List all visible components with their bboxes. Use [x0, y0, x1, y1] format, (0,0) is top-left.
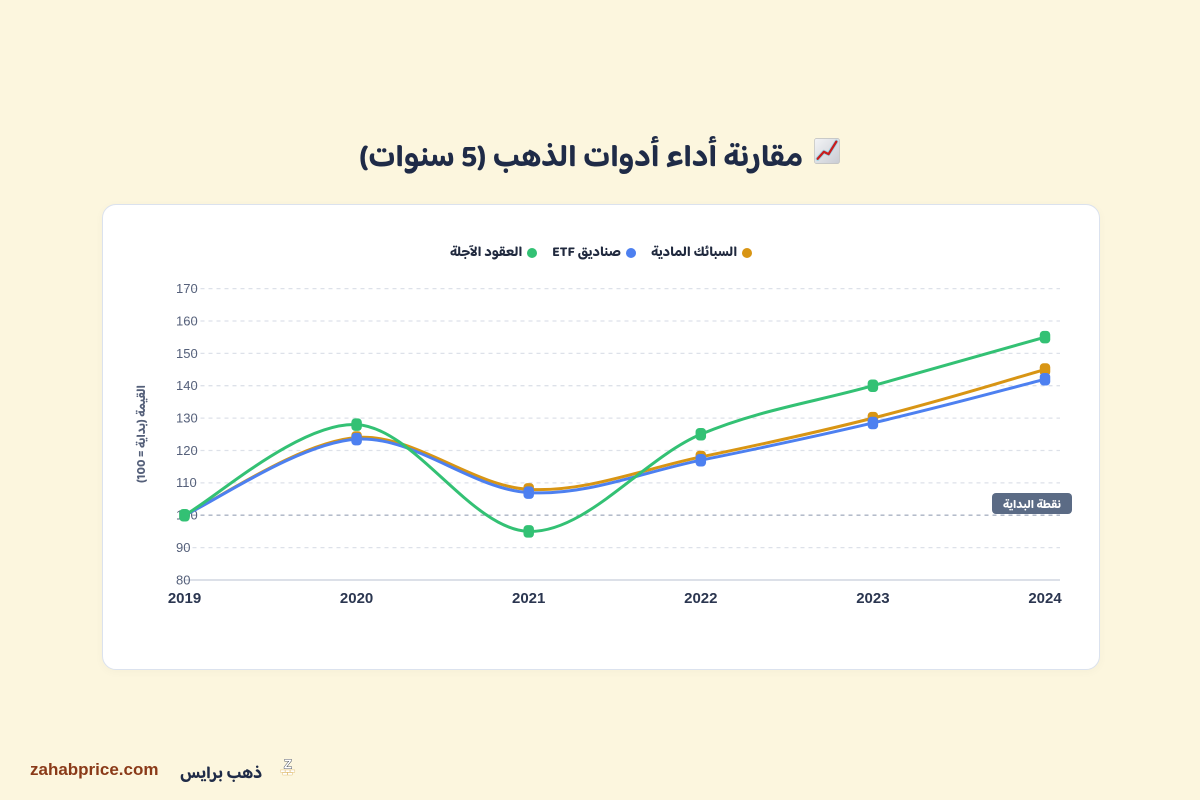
svg-text:130: 130 — [176, 411, 198, 426]
svg-text:120: 120 — [176, 443, 198, 458]
svg-text:نقطة البداية: نقطة البداية — [1003, 495, 1061, 516]
svg-text:140: 140 — [176, 378, 198, 393]
svg-text:2021: 2021 — [512, 590, 545, 607]
svg-text:2024: 2024 — [1028, 590, 1062, 607]
svg-text:القيمة (بداية = 100): القيمة (بداية = 100) — [131, 385, 153, 483]
svg-text:150: 150 — [176, 346, 198, 361]
svg-text:160: 160 — [176, 314, 198, 329]
svg-text:2020: 2020 — [340, 590, 373, 607]
svg-text:2023: 2023 — [856, 590, 889, 607]
svg-text:Z: Z — [284, 757, 292, 772]
svg-text:90: 90 — [176, 540, 190, 555]
svg-text:2022: 2022 — [684, 590, 717, 607]
svg-text:80: 80 — [176, 573, 190, 588]
svg-text:110: 110 — [176, 475, 197, 490]
svg-text:2019: 2019 — [168, 590, 201, 607]
svg-text:170: 170 — [176, 281, 198, 296]
